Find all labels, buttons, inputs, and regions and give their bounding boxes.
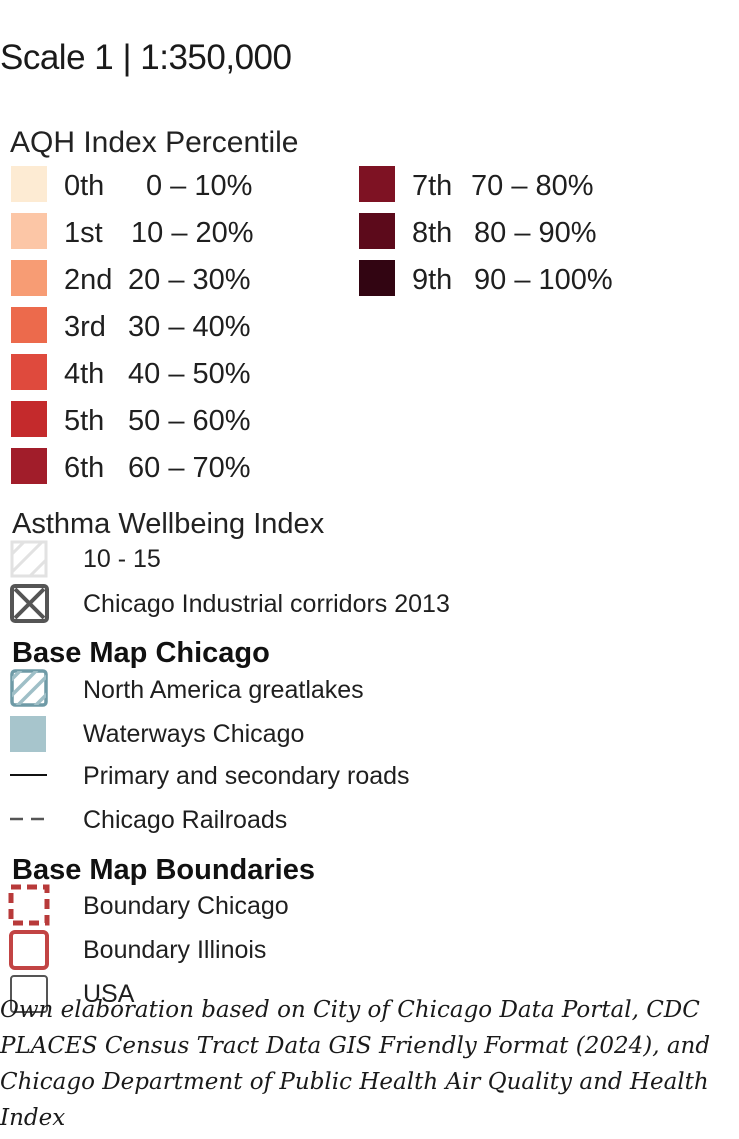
aqh-swatch-3: [11, 307, 47, 343]
aqh-range: 90 – 100%: [474, 264, 613, 296]
aqh-swatch-2: [11, 260, 47, 296]
aqh-legend-item: 0th 0 – 10%: [11, 166, 311, 202]
legend-label: Waterways Chicago: [83, 720, 305, 748]
blue-square-icon: [10, 716, 46, 752]
blue-hatched-square-icon: [10, 669, 48, 707]
aqh-range: 70 – 80%: [471, 170, 594, 202]
red-square-outline-icon: [9, 930, 49, 970]
aqh-legend-item: 2nd 20 – 30%: [11, 260, 311, 296]
red-dashed-square-icon: [8, 884, 50, 926]
aqh-swatch-9: [359, 260, 395, 296]
gray-square-outline-icon: [10, 975, 48, 1013]
legend-label: Boundary Chicago: [83, 892, 289, 920]
aqh-legend-item: 9th 90 – 100%: [359, 260, 659, 296]
aqh-legend-heading: AQH Index Percentile: [10, 126, 299, 159]
aqh-rank: 9th: [412, 264, 453, 296]
legend-item-asthma-range: 10 - 15: [0, 540, 600, 580]
legend-item-waterways: Waterways Chicago: [0, 714, 600, 754]
crossed-square-icon: [10, 584, 49, 623]
aqh-range: 50 – 60%: [128, 405, 251, 437]
aqh-rank: 6th: [64, 452, 105, 484]
aqh-range: 10 – 20%: [131, 217, 254, 249]
aqh-rank: 1st: [64, 217, 103, 249]
aqh-range: 60 – 70%: [128, 452, 251, 484]
base-map-legend-heading: Base Map Chicago: [12, 637, 270, 669]
aqh-legend-item: 7th 70 – 80%: [359, 166, 659, 202]
legend-label: USA: [83, 980, 135, 1008]
light-hatched-square-icon: [10, 540, 48, 578]
aqh-swatch-4: [11, 354, 47, 390]
aqh-rank: 7th: [412, 170, 453, 202]
aqh-legend-item: 3rd 30 – 40%: [11, 307, 311, 343]
legend-item-boundary-chicago: Boundary Chicago: [0, 884, 600, 926]
legend-item-railroads: Chicago Railroads: [0, 801, 600, 841]
aqh-rank: 5th: [64, 405, 105, 437]
aqh-rank: 8th: [412, 217, 453, 249]
aqh-legend-item: 4th 40 – 50%: [11, 354, 311, 390]
dashed-line-icon: [10, 817, 48, 821]
aqh-rank: 2nd: [64, 264, 113, 296]
aqh-range: 30 – 40%: [128, 311, 251, 343]
scale-title: Scale 1 | 1:350,000: [0, 38, 292, 77]
aqh-rank: 0th: [64, 170, 105, 202]
aqh-legend-item: 6th 60 – 70%: [11, 448, 311, 484]
aqh-rank: 4th: [64, 358, 105, 390]
aqh-legend-item: 8th 80 – 90%: [359, 213, 659, 249]
aqh-swatch-6: [11, 448, 47, 484]
legend-item-boundary-illinois: Boundary Illinois: [0, 929, 600, 970]
aqh-legend-item: 1st 10 – 20%: [11, 213, 311, 249]
aqh-range: 80 – 90%: [474, 217, 597, 249]
legend-label: North America greatlakes: [83, 676, 364, 704]
legend-label: Chicago Railroads: [83, 806, 288, 834]
legend-label: Chicago Industrial corridors 2013: [83, 590, 450, 618]
legend-label: Boundary Illinois: [83, 936, 267, 964]
legend-item-usa: USA: [0, 973, 600, 1013]
legend-item-industrial-corridors: Chicago Industrial corridors 2013: [0, 584, 600, 624]
aqh-swatch-5: [11, 401, 47, 437]
legend-item-roads: Primary and secondary roads: [0, 757, 600, 797]
aqh-range: 20 – 30%: [128, 264, 251, 296]
aqh-range: 0 – 10%: [146, 170, 253, 202]
legend-label: 10 - 15: [83, 545, 161, 573]
asthma-legend-heading: Asthma Wellbeing Index: [12, 508, 325, 540]
aqh-range: 40 – 50%: [128, 358, 251, 390]
legend-item-great-lakes: North America greatlakes: [0, 669, 600, 709]
legend-label: Primary and secondary roads: [83, 762, 410, 790]
aqh-swatch-8: [359, 213, 395, 249]
aqh-rank: 3rd: [64, 311, 106, 343]
boundaries-legend-heading: Base Map Boundaries: [12, 854, 315, 886]
aqh-swatch-7: [359, 166, 395, 202]
aqh-legend-item: 5th 50 – 60%: [11, 401, 311, 437]
aqh-swatch-1: [11, 213, 47, 249]
source-note: Own elaboration based on City of Chicago…: [0, 997, 711, 1131]
solid-line-icon: [10, 774, 47, 776]
aqh-swatch-0: [11, 166, 47, 202]
